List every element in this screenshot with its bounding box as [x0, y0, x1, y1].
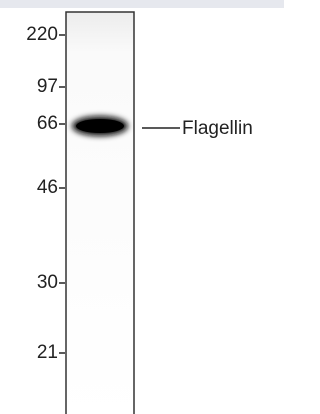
marker-label: 220 [26, 24, 58, 45]
band-label: Flagellin [182, 118, 253, 139]
marker-label: 30 [37, 272, 58, 293]
top-strip [0, 0, 284, 8]
marker-label: 66 [37, 113, 58, 134]
marker-label: 97 [37, 76, 58, 97]
band-core [76, 119, 124, 133]
western-blot: Flagellin 220 97 66 46 30 21 [0, 0, 284, 414]
lane [66, 12, 134, 414]
marker-group: 220 97 66 46 30 21 [26, 24, 65, 363]
marker-label: 21 [37, 342, 58, 363]
marker-label: 46 [37, 177, 58, 198]
